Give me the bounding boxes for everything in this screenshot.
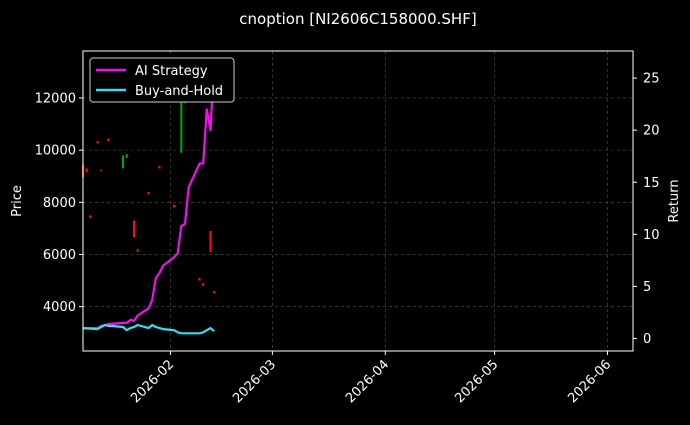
y-right-tick-label: 5 — [643, 280, 651, 295]
candle-down — [202, 283, 205, 286]
y-left-tick-label: 12000 — [35, 91, 76, 106]
y-axis-left: 4000 6000 8000 10000 12000 — [35, 91, 83, 315]
candle-down — [107, 138, 110, 141]
y-right-tick-label: 15 — [643, 176, 660, 191]
candle-down — [198, 277, 201, 281]
chart-title: cnoption [NI2606C158000.SHF] — [239, 10, 476, 28]
candle-up — [180, 95, 183, 153]
candle-down — [147, 191, 150, 195]
candle-up — [125, 154, 128, 158]
candle-down — [132, 220, 135, 238]
candle-down — [213, 291, 216, 294]
legend-label-ai-strategy: AI Strategy — [135, 64, 208, 79]
candle-down — [209, 231, 212, 252]
candle-down — [89, 215, 92, 218]
candle-up — [122, 155, 125, 169]
candle-down — [100, 169, 103, 171]
y-left-tick-label: 10000 — [35, 144, 76, 159]
legend-label-buy-and-hold: Buy-and-Hold — [135, 84, 223, 99]
candle-down — [173, 204, 176, 208]
y-right-tick-label: 10 — [643, 228, 660, 243]
series-lines — [82, 59, 216, 335]
y-axis-left-label: Price — [10, 185, 25, 217]
y-right-tick-label: 25 — [643, 72, 660, 87]
candle-down — [96, 141, 99, 144]
y-left-tick-label: 8000 — [43, 196, 76, 211]
y-left-tick-label: 4000 — [43, 300, 76, 315]
candle-down — [136, 249, 139, 252]
candle-down — [85, 168, 88, 173]
legend: AI Strategy Buy-and-Hold — [89, 57, 235, 103]
candle-down — [158, 165, 161, 169]
series-line-buy-and-hold — [82, 323, 215, 335]
series-line-ai-strategy — [83, 59, 216, 330]
y-axis-right-label: Return — [667, 179, 682, 222]
plot-frame — [82, 50, 634, 352]
y-right-tick-label: 20 — [643, 124, 660, 139]
y-axis-right: 0 5 10 15 20 25 — [633, 72, 660, 347]
y-right-tick-label: 0 — [643, 332, 651, 347]
y-left-tick-label: 6000 — [43, 248, 76, 263]
